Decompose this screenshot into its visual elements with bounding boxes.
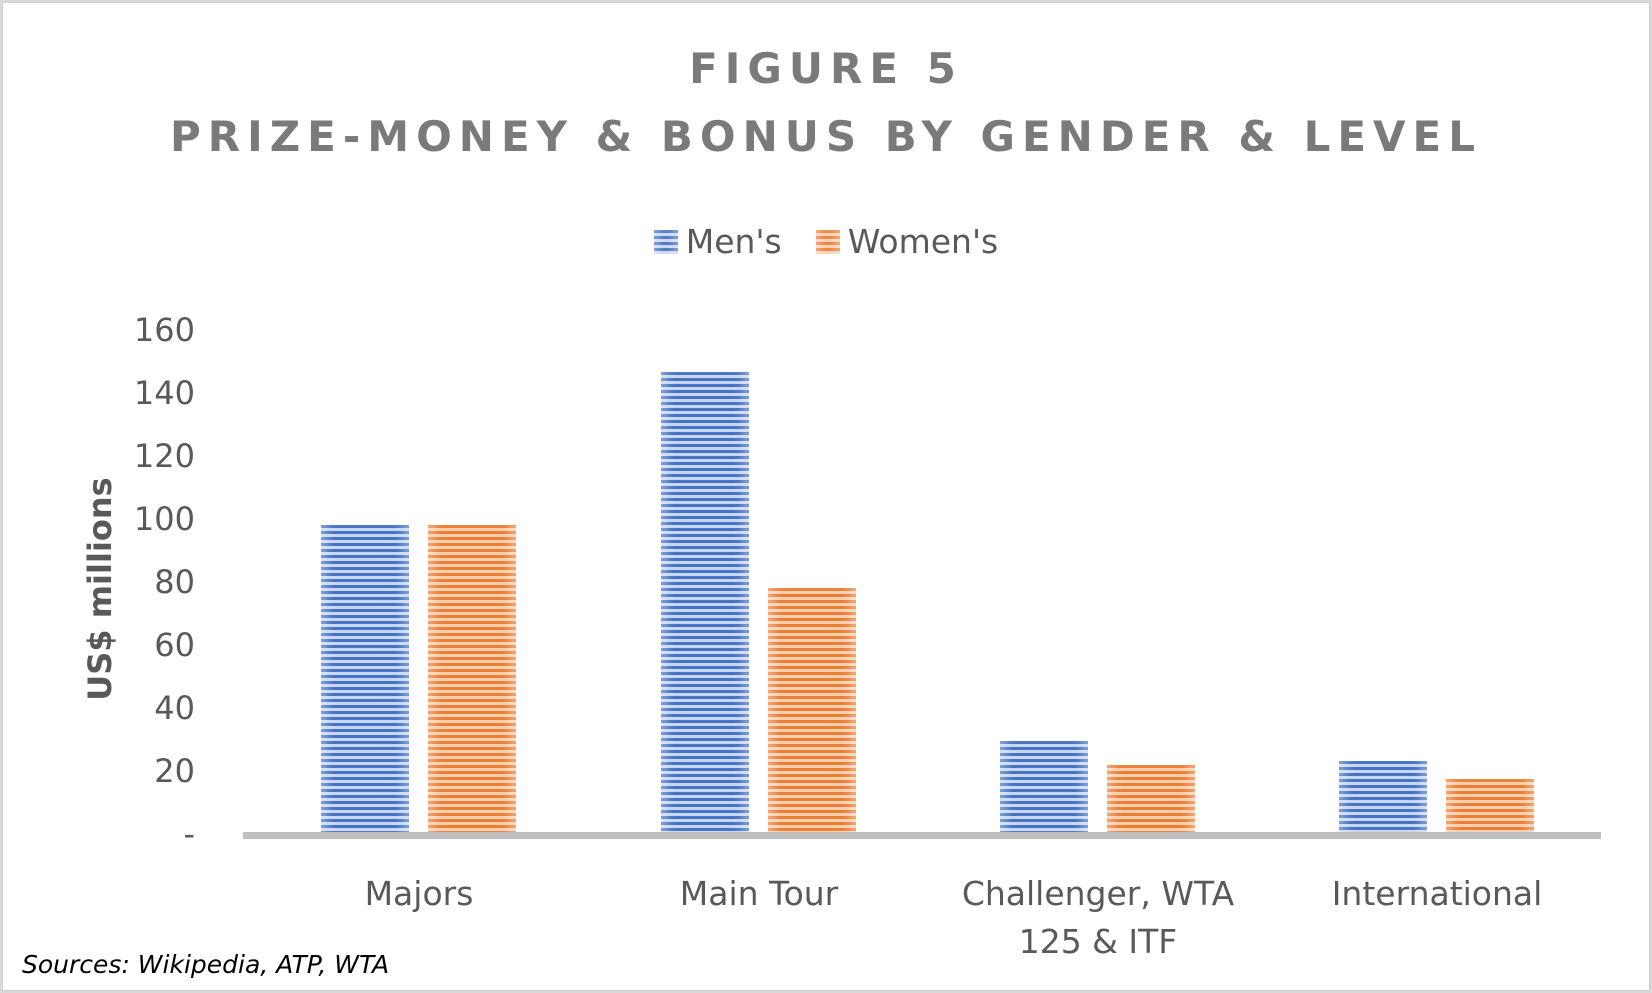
men-bar [1339,761,1427,832]
chart-title: PRIZE-MONEY & BONUS BY GENDER & LEVEL [169,112,1483,161]
legend-item-men: Men's [653,222,782,261]
men-swatch-icon [653,229,678,254]
source-note: Sources: Wikipedia, ATP, WTA [22,950,390,979]
y-tick-label: 100 [133,500,195,538]
women-swatch-icon [815,229,840,254]
x-axis-line [243,832,1601,839]
x-category-label: Majors [364,874,474,913]
women-bar [768,587,856,832]
legend-item-women: Women's [815,222,999,261]
y-tick-label: 20 [154,752,195,790]
legend-label-men: Men's [685,222,782,261]
y-tick-label: - [183,815,195,853]
y-tick-label: 120 [133,437,195,475]
y-tick-label: 80 [154,563,195,601]
y-tick-label: 160 [133,311,195,349]
legend-label-women: Women's [847,222,999,261]
women-bar [428,524,516,832]
men-bar [321,524,409,832]
y-axis-label: US$ millions [81,477,119,701]
men-bar [1000,740,1088,832]
x-category-label: Main Tour [679,874,839,913]
y-tick-label: 60 [154,626,195,664]
men-bar [661,372,749,832]
x-category-label: International [1331,874,1543,913]
women-bar [1446,779,1534,832]
x-category-label: Challenger, WTA 125 & ITF [961,874,1235,961]
y-tick-label: 40 [154,689,195,727]
figure-number: FIGURE 5 [689,44,963,93]
women-bar [1107,764,1195,832]
y-tick-label: 140 [133,374,195,412]
legend: Men's Women's [0,222,1652,261]
